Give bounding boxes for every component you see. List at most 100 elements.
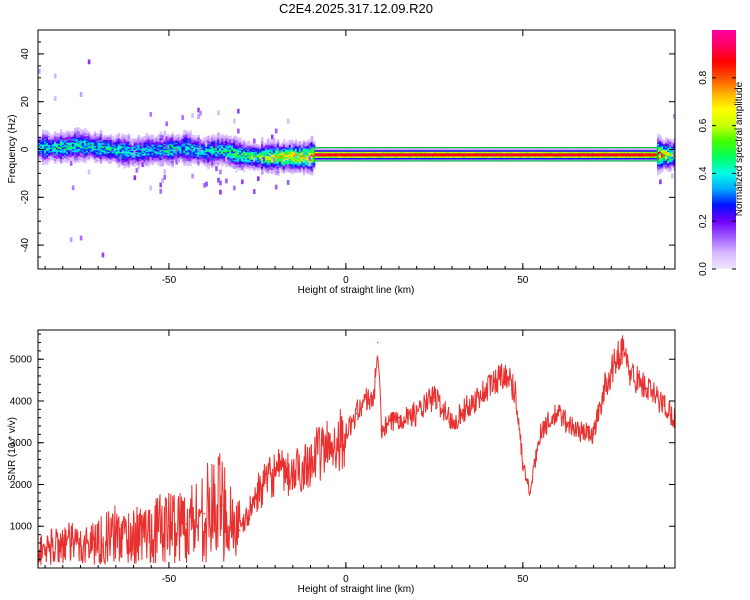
spectrogram-cell — [137, 159, 141, 162]
spectrogram-cell — [149, 146, 153, 149]
spectrogram-cell — [264, 150, 268, 153]
spectrogram-cell — [370, 149, 374, 152]
spectrogram-cell — [179, 152, 182, 155]
spectrogram-cell — [237, 145, 240, 148]
spectrogram-cell — [649, 154, 652, 157]
spectrogram-cell — [161, 157, 165, 160]
spectrogram-cell — [83, 151, 87, 154]
spectrogram-cell — [308, 171, 312, 174]
spectrogram-cell — [631, 148, 634, 151]
spectrogram-cell — [655, 158, 658, 162]
spectrogram-cell — [282, 169, 286, 172]
spectrogram-cell — [47, 151, 51, 153]
spectrogram-cell — [101, 156, 105, 158]
spectrogram-cell — [258, 155, 262, 158]
spectrogram-cell — [270, 165, 274, 168]
spectrogram-cell — [119, 141, 123, 143]
spectrogram-cell — [115, 148, 119, 151]
spectrogram-cell — [145, 145, 149, 148]
spectrogram-cell — [183, 145, 186, 149]
spectrogram-cell — [420, 155, 423, 158]
spectrogram-cell — [213, 136, 216, 139]
spectrogram-cell — [43, 134, 47, 137]
spectrogram-cell — [163, 153, 166, 155]
spectrogram-cell — [376, 158, 379, 162]
spectrogram-cell — [185, 161, 188, 165]
spectrogram-cell — [215, 162, 218, 165]
spectrogram-cell — [161, 142, 165, 145]
spectrogram-cell — [155, 146, 159, 149]
spectrogram-cell — [641, 148, 644, 151]
spectrogram-cell — [77, 143, 81, 146]
spectrogram-cell — [591, 154, 594, 157]
spectrogram-cell — [71, 138, 75, 141]
spectrogram-cell — [659, 144, 662, 147]
spectrogram-cell — [45, 130, 49, 133]
spectrogram-cell — [290, 148, 294, 151]
spectrogram-cell — [276, 164, 280, 167]
spectrogram-cell — [111, 151, 115, 154]
spectrogram-cell — [272, 155, 276, 158]
spectrogram-cell — [155, 144, 159, 147]
spectrogram-cell — [298, 151, 302, 154]
spectrogram-cell — [113, 151, 117, 154]
spectrogram-cell — [39, 155, 43, 158]
spectrogram-cell — [308, 165, 312, 168]
spectrogram-cell — [99, 158, 103, 161]
spectrogram-cell — [235, 162, 238, 165]
spectrogram-cell — [404, 154, 407, 157]
spectrogram-cell — [207, 163, 210, 167]
spectrogram-cell — [211, 157, 214, 160]
spectrogram-cell — [65, 133, 69, 136]
spectrogram-cell — [302, 167, 306, 170]
spectrogram-cell — [205, 159, 208, 162]
spectrogram-cell — [163, 158, 166, 160]
spectrogram-cell — [161, 146, 165, 148]
spectrogram-cell — [229, 141, 232, 144]
spectrogram-cell — [53, 139, 57, 142]
spectrogram-band-outline — [313, 146, 658, 162]
spectrogram-cell — [187, 152, 190, 155]
spectrogram-cell — [79, 156, 83, 159]
spectrogram-cell — [310, 139, 314, 142]
spectrogram-cell — [153, 145, 157, 148]
spectrogram-cell — [288, 152, 292, 155]
spectrogram-cell — [473, 149, 477, 152]
spectrogram-cell — [38, 144, 41, 147]
spectrogram-cell — [368, 158, 372, 162]
spectrogram-cell — [175, 156, 178, 158]
spectrogram-cell — [605, 148, 608, 151]
spectrogram-cell — [661, 148, 664, 151]
spectrogram-cell — [326, 154, 330, 157]
spectrogram-cell — [276, 166, 280, 169]
spectrogram-cell — [561, 154, 565, 157]
spectrogram-cell — [471, 155, 475, 158]
spectrogram-cell — [438, 157, 441, 160]
spectrogram-cell — [593, 152, 596, 155]
spectrogram-cell — [49, 139, 53, 142]
spectrogram-cell — [151, 153, 155, 156]
spectrogram-cell — [390, 149, 393, 152]
spectrogram-cell — [129, 153, 133, 156]
spectrogram-cell — [187, 155, 190, 158]
spectrogram-cell — [292, 151, 296, 154]
spectrogram-cell — [195, 159, 198, 162]
spectrogram-cell — [394, 152, 397, 155]
spectrogram-cell — [249, 162, 252, 165]
spectrogram-cell — [643, 155, 646, 158]
spectrogram-cell — [462, 152, 465, 155]
spectrogram-cell — [101, 154, 105, 157]
spectrogram-cell — [117, 156, 121, 159]
spectrogram-speckle — [191, 113, 194, 118]
spectrogram-cell — [157, 155, 161, 158]
spectrogram-cell — [448, 157, 451, 160]
spectrogram-cell — [117, 159, 121, 162]
spectrogram-cell — [67, 139, 71, 142]
spectrogram-cell — [235, 167, 238, 170]
spectrogram-cell — [509, 154, 513, 157]
spectrogram-cell — [469, 158, 473, 162]
spectrogram-cell — [229, 148, 232, 151]
spectrogram-cell — [103, 144, 107, 147]
spectrogram-cell — [85, 158, 89, 161]
spectrogram-cell — [199, 143, 202, 146]
